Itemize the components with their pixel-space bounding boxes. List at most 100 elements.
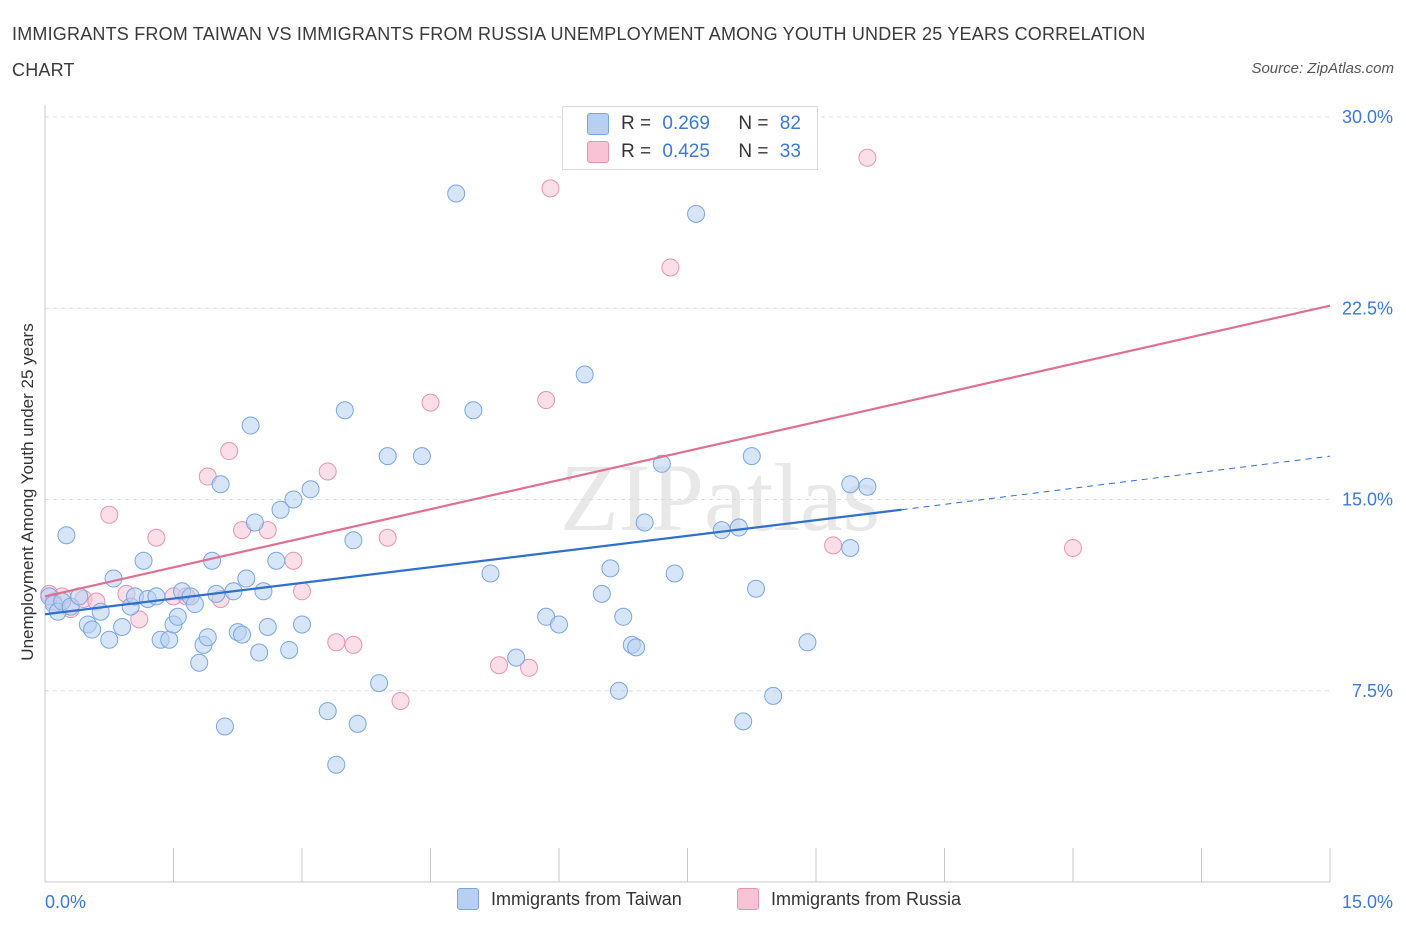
taiwan-r-value: 0.269	[662, 113, 710, 134]
taiwan-point	[348, 714, 367, 733]
taiwan-point	[412, 447, 431, 466]
y-tick-label: 15.0%	[1342, 490, 1393, 510]
legend-item-russia: Immigrants from Russia	[737, 888, 961, 910]
taiwan-point	[258, 618, 277, 636]
legend-row-russia: R = 0.425 N = 33	[587, 140, 801, 164]
russia-point	[293, 582, 311, 601]
taiwan-point	[198, 628, 217, 647]
taiwan-point	[284, 490, 303, 509]
grid-lines	[45, 116, 1330, 692]
russia-point	[391, 691, 410, 710]
taiwan-point	[335, 401, 354, 420]
russia-point	[378, 528, 397, 547]
y-tick-label: 22.5%	[1342, 298, 1393, 318]
russia-point	[520, 658, 539, 677]
legend-item-taiwan: Immigrants from Taiwan	[457, 888, 682, 910]
russia-swatch	[587, 141, 609, 163]
taiwan-point	[742, 447, 761, 466]
taiwan-point	[652, 454, 671, 473]
taiwan-point	[858, 477, 877, 496]
taiwan-swatch	[587, 113, 609, 135]
source-label: Source: ZipAtlas.com	[1251, 60, 1394, 77]
x-tick-label: 0.0%	[45, 892, 86, 912]
taiwan-point	[100, 630, 119, 649]
stats-legend: R = 0.269 N = 82 R = 0.425 N = 33	[562, 106, 818, 170]
russia-legend-swatch	[737, 888, 759, 910]
series-legend: Immigrants from Taiwan Immigrants from R…	[0, 888, 1406, 916]
taiwan-r-label: R =	[621, 113, 652, 134]
taiwan-point	[464, 401, 483, 420]
taiwan-n-label: N =	[738, 113, 769, 134]
taiwan-point	[798, 633, 817, 652]
taiwan-point	[83, 620, 102, 639]
trend-lines	[44, 304, 1331, 616]
taiwan-trend-extension	[901, 455, 1331, 511]
taiwan-point	[215, 717, 234, 736]
taiwan-point	[327, 755, 346, 774]
russia-r-value: 0.425	[662, 141, 710, 162]
taiwan-point	[592, 584, 611, 603]
russia-point	[421, 393, 440, 412]
taiwan-point	[113, 618, 132, 636]
russia-n-value: 33	[779, 141, 801, 162]
taiwan-point	[764, 686, 783, 705]
taiwan-point	[57, 526, 76, 545]
taiwan-point	[233, 625, 252, 644]
taiwan-n-value: 82	[779, 113, 801, 134]
taiwan-point	[601, 559, 620, 578]
y-tick-label: 7.5%	[1352, 681, 1393, 701]
russia-point	[490, 656, 509, 675]
taiwan-point	[481, 564, 500, 583]
taiwan-point	[271, 500, 290, 519]
russia-point	[220, 442, 239, 461]
russia-point	[147, 528, 166, 547]
taiwan-point	[687, 204, 706, 223]
y-tick-label: 30.0%	[1342, 107, 1393, 127]
russia-point	[327, 633, 346, 652]
taiwan-point	[575, 365, 594, 384]
taiwan-point	[747, 579, 766, 598]
taiwan-point	[665, 564, 684, 583]
taiwan-point	[734, 712, 753, 731]
y-axis-label: Unemployment Among Youth under 25 years	[18, 323, 37, 661]
taiwan-point	[614, 607, 633, 626]
taiwan-point	[378, 447, 397, 466]
taiwan-point	[729, 518, 748, 537]
taiwan-point	[185, 595, 204, 614]
russia-n-label: N =	[738, 141, 769, 162]
taiwan-point	[635, 513, 654, 532]
taiwan-point	[507, 648, 526, 667]
russia-point	[1064, 538, 1082, 557]
taiwan-point	[134, 551, 153, 570]
taiwan-point	[250, 643, 269, 662]
taiwan-point	[267, 551, 286, 570]
taiwan-point	[301, 480, 320, 499]
taiwan-point	[318, 702, 337, 721]
taiwan-point	[293, 615, 311, 634]
taiwan-point	[280, 640, 299, 659]
taiwan-point	[550, 615, 568, 634]
taiwan-point	[370, 674, 389, 693]
taiwan-legend-label: Immigrants from Taiwan	[491, 888, 682, 909]
taiwan-point	[447, 184, 466, 203]
russia-point	[537, 391, 556, 410]
russia-r-label: R =	[621, 141, 652, 162]
russia-point	[284, 551, 303, 570]
taiwan-point	[344, 531, 363, 550]
legend-row-taiwan: R = 0.269 N = 82	[587, 112, 801, 136]
russia-trend-line	[44, 304, 1331, 598]
russia-point	[318, 462, 337, 481]
x-tick-label: 15.0%	[1342, 892, 1393, 912]
taiwan-point	[245, 513, 264, 532]
taiwan-legend-swatch	[457, 888, 479, 910]
russia-point	[100, 505, 119, 524]
taiwan-point	[841, 475, 860, 494]
taiwan-trend-line	[44, 508, 902, 616]
taiwan-point	[241, 416, 260, 435]
taiwan-point	[211, 475, 230, 494]
russia-point	[824, 536, 843, 555]
russia-point	[661, 258, 680, 277]
russia-point	[541, 179, 560, 198]
tick-labels: 7.5% 15.0% 22.5% 30.0% 0.0% 15.0%	[45, 107, 1393, 912]
russia-point	[344, 635, 363, 654]
